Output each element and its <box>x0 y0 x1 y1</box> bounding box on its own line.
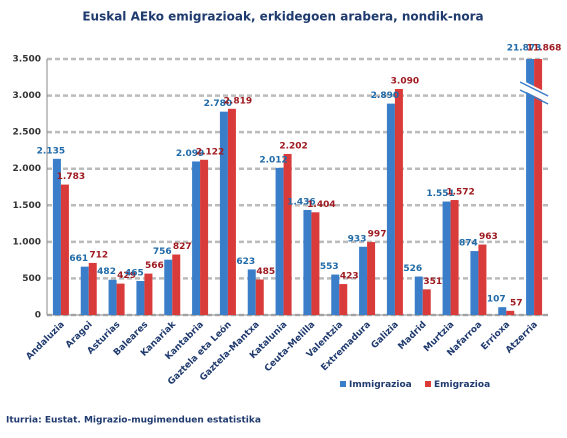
data-label: 963 <box>479 232 498 242</box>
data-label: 874 <box>459 239 478 249</box>
bar <box>414 276 423 315</box>
bar <box>367 242 376 315</box>
bar <box>394 88 403 315</box>
y-tick-label: 500 <box>22 274 41 284</box>
legend-swatch <box>425 381 431 387</box>
data-label: 3.090 <box>391 76 419 86</box>
bar <box>275 167 284 315</box>
data-label: 1.783 <box>57 172 85 182</box>
data-label: 2.135 <box>37 146 65 156</box>
x-tick-label: Andaluzia <box>25 320 67 362</box>
x-tick-label: Ceuta-Melilla <box>263 320 317 374</box>
data-label: 1.436 <box>287 197 315 207</box>
data-label: 57 <box>510 298 523 308</box>
data-label: 107 <box>487 295 506 305</box>
y-tick-label: 2.000 <box>13 164 41 174</box>
bar <box>386 103 395 315</box>
bar <box>60 184 69 315</box>
plot-area <box>52 59 543 315</box>
bar <box>227 108 236 315</box>
x-tick-label: Extremadura <box>319 320 372 373</box>
bar <box>164 259 173 315</box>
bar <box>359 246 368 315</box>
bar <box>80 266 89 315</box>
data-label: 2.122 <box>196 147 224 157</box>
bar <box>534 59 543 315</box>
data-label: 2.780 <box>204 99 232 109</box>
data-label: 2.819 <box>224 96 252 106</box>
legend-label: Emigrazioa <box>434 380 490 390</box>
data-label: 712 <box>89 250 108 260</box>
data-label: 351 <box>423 277 442 287</box>
bar <box>219 111 228 315</box>
bar <box>311 212 320 315</box>
data-label: 1.572 <box>446 188 474 198</box>
bar <box>116 283 125 315</box>
bar <box>255 279 264 315</box>
bar <box>144 273 153 315</box>
legend-label: Immigrazioa <box>349 380 412 390</box>
axis-break <box>519 81 549 97</box>
y-tick-label: 3.500 <box>13 55 41 65</box>
data-label: 1.551 <box>426 189 454 199</box>
bar <box>303 209 312 315</box>
data-label: 21.873 <box>507 44 542 54</box>
source-note: Iturria: Eustat. Migrazio-mugimenduen es… <box>6 416 261 426</box>
data-label: 2.890 <box>371 91 399 101</box>
data-label: 2.012 <box>259 155 287 165</box>
data-label: 661 <box>69 254 88 264</box>
bar <box>422 289 431 315</box>
data-label: 485 <box>256 267 275 277</box>
bar <box>470 251 479 315</box>
data-label: 465 <box>125 268 144 278</box>
data-label: 526 <box>403 264 422 274</box>
bar <box>108 279 117 315</box>
axis-break <box>519 89 549 105</box>
data-label: 623 <box>236 257 255 267</box>
data-label: 482 <box>97 267 116 277</box>
data-label: 827 <box>173 242 192 252</box>
data-label: 2.099 <box>176 149 204 159</box>
data-label: 997 <box>368 230 387 240</box>
data-label: 1.404 <box>307 200 335 210</box>
bar <box>526 59 535 315</box>
bar <box>88 262 97 315</box>
y-tick-label: 1.500 <box>13 201 41 211</box>
bar <box>331 274 340 315</box>
legend-swatch <box>340 381 346 387</box>
axis-break <box>518 83 550 103</box>
y-tick-label: 2.500 <box>13 128 41 138</box>
data-label: 553 <box>320 262 339 272</box>
bar <box>52 158 61 315</box>
bar <box>172 254 181 315</box>
data-label: 11.868 <box>527 44 562 54</box>
data-label: 756 <box>153 247 172 257</box>
bar <box>339 284 348 315</box>
y-tick-label: 0 <box>35 311 41 321</box>
bar <box>136 280 145 315</box>
data-label: 429 <box>117 271 136 281</box>
x-tick-label: Galizia <box>370 320 401 351</box>
data-label: 2.202 <box>279 141 307 151</box>
bar <box>283 153 292 315</box>
y-tick-label: 1.000 <box>13 237 41 247</box>
data-label: 423 <box>340 272 359 282</box>
bar <box>506 310 515 315</box>
bar <box>247 269 256 315</box>
bar <box>442 201 451 315</box>
data-label: 933 <box>348 234 367 244</box>
bar <box>478 244 487 315</box>
bar <box>192 161 201 315</box>
bar <box>200 159 209 315</box>
bar <box>450 200 459 315</box>
bar <box>498 307 507 315</box>
data-label: 566 <box>145 261 164 271</box>
chart-title: Euskal AEko emigrazioak, erkidegoen arab… <box>82 10 483 24</box>
y-tick-label: 3.000 <box>13 91 41 101</box>
